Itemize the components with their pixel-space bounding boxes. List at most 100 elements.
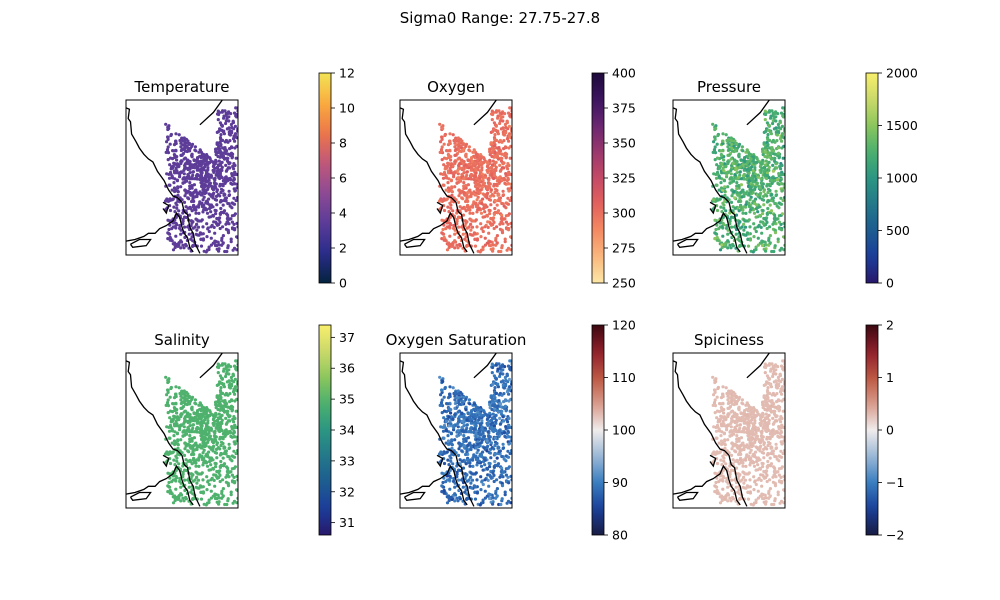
data-point: [482, 434, 486, 439]
data-point: [439, 393, 443, 397]
data-point: [729, 168, 733, 172]
data-point: [731, 162, 735, 166]
data-point: [773, 111, 777, 116]
data-point: [779, 111, 784, 115]
data-point: [457, 194, 461, 198]
data-point: [754, 197, 758, 201]
data-point: [448, 474, 452, 478]
data-point: [204, 441, 208, 445]
data-point: [769, 151, 773, 155]
data-point: [501, 415, 505, 419]
data-point: [218, 479, 222, 484]
data-point: [196, 478, 201, 482]
data-point: [488, 438, 492, 442]
data-point: [713, 218, 717, 222]
data-point: [207, 482, 211, 487]
data-point: [464, 405, 468, 409]
data-point: [178, 424, 182, 428]
data-point: [198, 174, 202, 178]
data-point: [779, 222, 783, 226]
data-point: [183, 194, 187, 198]
data-point: [476, 187, 480, 191]
data-point: [221, 383, 225, 387]
data-point: [218, 473, 222, 477]
data-point: [225, 502, 229, 507]
data-point: [494, 413, 498, 417]
data-point: [469, 426, 473, 430]
data-point: [776, 146, 781, 150]
data-point: [182, 176, 186, 180]
data-point: [223, 146, 227, 150]
data-point: [489, 475, 493, 479]
data-point: [176, 185, 180, 189]
data-point: [169, 172, 173, 176]
data-point: [723, 185, 727, 189]
data-point: [472, 427, 476, 431]
data-point: [480, 202, 484, 206]
data-point: [780, 134, 785, 138]
data-point: [455, 434, 459, 438]
data-point: [188, 184, 192, 188]
data-point: [481, 498, 485, 502]
data-point: [443, 425, 447, 429]
data-point: [464, 199, 468, 204]
data-point: [217, 129, 221, 133]
data-point: [228, 419, 232, 423]
data-point: [735, 187, 739, 191]
data-point: [442, 238, 446, 242]
data-point: [212, 161, 216, 165]
data-point: [188, 181, 192, 185]
data-point: [168, 142, 172, 146]
data-point: [212, 421, 216, 425]
coastline: [126, 211, 194, 253]
data-point: [492, 473, 496, 477]
data-point: [220, 243, 224, 247]
data-point: [199, 497, 204, 501]
data-point: [715, 208, 720, 213]
data-point: [235, 439, 238, 443]
data-point: [188, 177, 192, 181]
data-point: [194, 461, 198, 465]
data-point: [203, 206, 207, 210]
data-point: [165, 198, 169, 202]
data-point: [173, 153, 177, 157]
data-point: [176, 452, 180, 456]
data-point: [753, 166, 757, 170]
data-point: [483, 458, 487, 462]
data-point: [172, 458, 176, 462]
data-point: [184, 415, 188, 419]
data-point: [214, 212, 218, 216]
data-point: [505, 373, 509, 377]
colorbar-tick-label: 500: [886, 223, 910, 238]
data-point: [203, 418, 207, 422]
data-point: [782, 196, 785, 200]
data-point: [747, 201, 751, 205]
data-point: [165, 451, 169, 455]
data-point: [498, 121, 502, 126]
data-point: [509, 235, 512, 239]
data-point: [444, 166, 449, 170]
data-point: [229, 151, 234, 155]
data-point: [191, 220, 195, 224]
data-point: [509, 186, 512, 190]
data-point: [173, 225, 177, 229]
data-point: [173, 496, 177, 500]
data-point: [502, 217, 506, 221]
data-point: [165, 140, 169, 144]
data-point: [733, 173, 737, 177]
data-point: [505, 248, 509, 252]
data-point: [218, 176, 222, 181]
data-point: [773, 231, 778, 235]
data-point: [464, 462, 468, 466]
data-point: [182, 200, 187, 204]
data-point: [746, 237, 750, 241]
data-point: [723, 199, 727, 203]
data-point: [183, 402, 187, 406]
data-point: [503, 490, 507, 494]
data-point: [216, 154, 220, 159]
data-point: [727, 137, 731, 142]
data-point: [456, 168, 460, 172]
data-point: [466, 177, 470, 181]
data-point: [204, 155, 208, 159]
data-point: [507, 481, 511, 485]
